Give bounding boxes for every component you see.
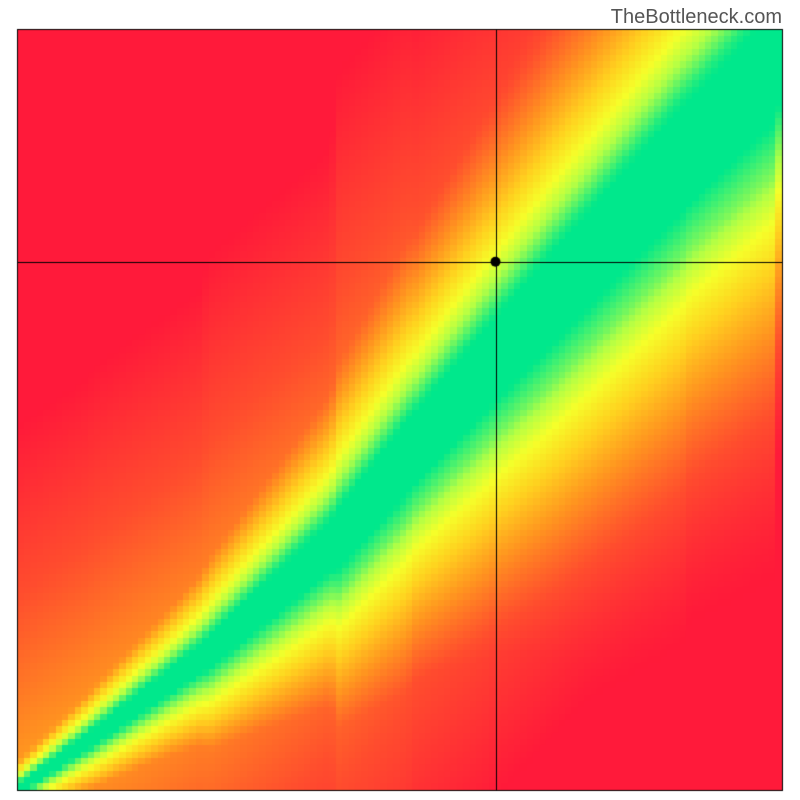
bottleneck-heatmap <box>0 0 800 800</box>
watermark-text: TheBottleneck.com <box>611 6 782 29</box>
